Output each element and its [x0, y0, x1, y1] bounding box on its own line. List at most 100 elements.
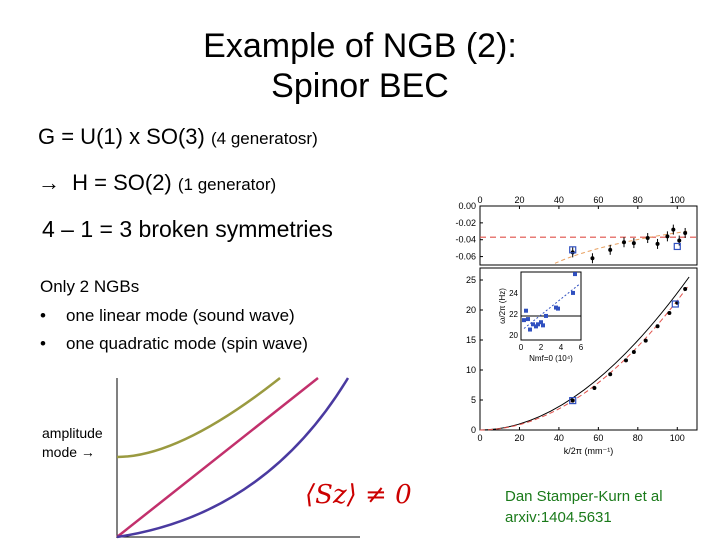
group-g-line: G = U(1) x SO(3) (4 generatosr): [38, 124, 318, 150]
bottom-panel-frame: [479, 267, 698, 431]
bottom-y-tick-label: 25: [466, 275, 476, 285]
inset-data-point: [528, 327, 532, 332]
g-text: G = U(1) x SO(3): [38, 124, 205, 149]
inset-x-tick-label: 4: [559, 343, 564, 352]
inset-data-point: [539, 320, 543, 325]
inset-data-point: [536, 322, 540, 327]
h-note: (1 generator): [177, 175, 277, 194]
top-open-square: [673, 242, 681, 251]
bottom-data-point: [623, 358, 628, 363]
top-y-tick-label: -0.02: [455, 218, 476, 228]
top-data-point: [665, 234, 670, 239]
top-panel-frame: [479, 205, 698, 266]
top-x-tick-label: 40: [554, 195, 564, 205]
slide-title-line2: Spinor BEC: [271, 67, 449, 105]
top-data-point: [608, 247, 613, 252]
bottom-data-point: [631, 350, 636, 354]
inset-data-point: [531, 322, 535, 327]
citation-arxiv: arxiv:1404.5631: [505, 509, 612, 526]
inset-data-point: [556, 306, 560, 311]
top-data-point: [631, 241, 636, 246]
bottom-y-tick-label: 15: [466, 335, 476, 345]
bottom-fit-solid: [479, 276, 690, 431]
inset-data-point: [524, 308, 528, 313]
top-data-point: [677, 238, 682, 243]
bottom-open-square: [569, 397, 577, 405]
bottom-y-tick-label: 5: [471, 395, 476, 405]
quadratic-mode-curve: [116, 377, 350, 539]
top-y-tick-label: -0.04: [455, 235, 476, 245]
inset-y-tick-label: 22: [509, 310, 518, 319]
bullet-text: one quadratic mode (spin wave): [66, 334, 308, 353]
linear-mode-curve: [116, 377, 319, 538]
top-data-point: [590, 256, 595, 261]
top-x-tick-label: 60: [593, 195, 603, 205]
bottom-open-square: [671, 300, 679, 308]
group-h-line: → H = SO(2) (1 generator): [38, 170, 276, 196]
top-y-tick-label: 0.00: [458, 201, 476, 211]
citation: Dan Stamper-Kurn et al arxiv:1404.5631: [505, 486, 663, 528]
bottom-y-tick-label: 20: [466, 305, 476, 315]
bottom-x-tick-label: 20: [514, 433, 524, 443]
bottom-data-point: [592, 386, 597, 390]
inset-data-point: [526, 317, 530, 322]
bottom-data-point: [683, 287, 688, 291]
citation-author: Dan Stamper-Kurn et al: [505, 488, 663, 505]
inset-x-tick-label: 2: [539, 343, 544, 352]
bullet-icon: •: [40, 306, 46, 325]
amplitude-mode-label: amplitude mode →: [42, 424, 103, 462]
x-axis-label: k/2π (mm⁻¹): [564, 446, 613, 456]
amplitude-label-line1: amplitude: [42, 425, 103, 441]
bottom-data-point: [570, 398, 575, 403]
bottom-x-tick-label: 100: [670, 433, 685, 443]
bottom-data-point: [643, 338, 648, 343]
bottom-x-tick-label: 40: [554, 433, 564, 443]
inset-y-tick-label: 24: [509, 289, 518, 298]
top-y-tick-label: -0.06: [455, 252, 476, 262]
inset-x-tick-label: 6: [579, 343, 584, 352]
inset-x-tick-label: 0: [519, 343, 524, 352]
inset-y-label: ω/2π (Hz): [498, 288, 507, 324]
top-x-tick-label: 80: [633, 195, 643, 205]
inset-data-point: [571, 290, 575, 295]
inset-data-point: [541, 323, 545, 328]
top-data-point: [683, 230, 688, 235]
bottom-data-point: [667, 311, 672, 315]
broken-symmetries: 4 – 1 = 3 broken symmetries: [42, 216, 333, 242]
bottom-data-point: [608, 372, 613, 377]
top-x-tick-label: 0: [477, 195, 482, 205]
g-note: (4 generatosr): [210, 129, 318, 148]
inset-x-label: Nmf=0 (10⁴): [529, 354, 573, 363]
bottom-data-point: [655, 324, 660, 329]
bottom-y-tick-label: 0: [471, 425, 476, 435]
bullet-icon: •: [40, 334, 46, 353]
bullet-item-2: • one quadratic mode (spin wave): [40, 334, 308, 354]
top-open-square: [569, 246, 577, 254]
bullet-text: one linear mode (sound wave): [66, 306, 295, 325]
inset-y-tick-label: 20: [509, 331, 518, 340]
amplitude-label-line2: mode →: [42, 444, 95, 460]
bottom-x-tick-label: 0: [477, 433, 482, 443]
amplitude-mode-curve: [116, 377, 281, 459]
ngb-heading: Only 2 NGBs: [40, 277, 140, 296]
top-data-point: [645, 236, 650, 241]
arrow-icon: →: [38, 170, 60, 195]
inset-data-point: [534, 324, 538, 329]
top-x-tick-label: 20: [514, 195, 524, 205]
top-x-tick-label: 100: [670, 195, 685, 205]
bottom-x-tick-label: 80: [633, 433, 643, 443]
inset-data-point: [573, 272, 577, 277]
inset-data-point: [522, 318, 526, 323]
bullet-item-1: • one linear mode (sound wave): [40, 306, 295, 326]
inset-data-point: [544, 313, 548, 318]
bottom-x-tick-label: 60: [593, 433, 603, 443]
order-parameter-formula: ⟨Sz⟩ ≠ 0: [305, 480, 412, 510]
top-data-point: [622, 240, 627, 245]
top-data-point: [671, 227, 676, 232]
h-text: H = SO(2): [72, 170, 172, 195]
bottom-y-tick-label: 10: [466, 365, 476, 375]
bottom-fit-dashed: [479, 284, 690, 431]
